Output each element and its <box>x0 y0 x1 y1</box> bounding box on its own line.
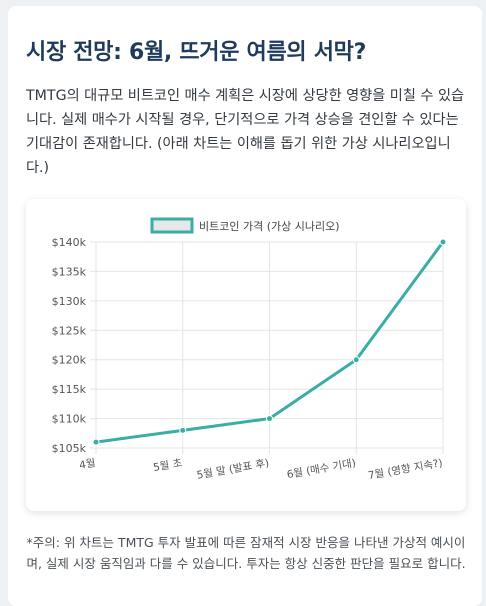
grid-lines <box>90 241 444 454</box>
x-tick-label: 6월 (매수 기대) <box>286 457 357 481</box>
page-title: 시장 전망: 6월, 뜨거운 여름의 서막? <box>26 40 367 65</box>
data-point <box>92 438 100 446</box>
legend-label: 비트코인 가격 (가상 시나리오) <box>199 220 340 233</box>
data-point <box>352 356 360 364</box>
x-tick-label: 5월 말 (발표 후) <box>196 457 270 482</box>
y-tick-label: $110k <box>52 413 87 426</box>
legend-swatch <box>150 217 194 234</box>
legend[interactable]: 비트코인 가격 (가상 시나리오) <box>150 217 340 234</box>
y-tick-label: $105k <box>52 442 87 455</box>
data-point <box>179 426 187 434</box>
chart-container: $105k $110k $115k $120k $125k $130k $135k $140k… <box>26 199 466 511</box>
intro-paragraph: TMTG의 대규모 비트코인 매수 계획은 시장에 상당한 영향을 미칠 수 있… <box>26 88 465 176</box>
data-point <box>266 415 273 423</box>
y-tick-label: $140k <box>52 236 87 249</box>
axes: $105k $110k $115k $120k $125k $130k $135k $140k… <box>52 236 444 482</box>
y-tick-label: $115k <box>52 383 87 396</box>
content-card: 시장 전망: 6월, 뜨거운 여름의 서막? TMTG의 대규모 비트코인 매수… <box>8 6 482 606</box>
price-chart: $105k $110k $115k $120k $125k $130k $135k $140k… <box>52 217 447 482</box>
x-tick-label: 5월 초 <box>152 457 183 474</box>
data-point <box>439 238 447 246</box>
y-tick-label: $125k <box>52 324 87 337</box>
y-tick-label: $135k <box>52 265 87 278</box>
series-layer <box>92 238 447 446</box>
disclaimer-note: *주의: 위 차트는 TMTG 투자 발표에 따른 잠재적 시장 반응을 나타낸… <box>26 535 466 571</box>
y-tick-label: $120k <box>52 354 87 367</box>
x-tick-label: 7월 (영향 지속?) <box>367 457 443 482</box>
x-tick-label: 4월 <box>78 457 96 472</box>
y-tick-label: $130k <box>52 295 87 308</box>
